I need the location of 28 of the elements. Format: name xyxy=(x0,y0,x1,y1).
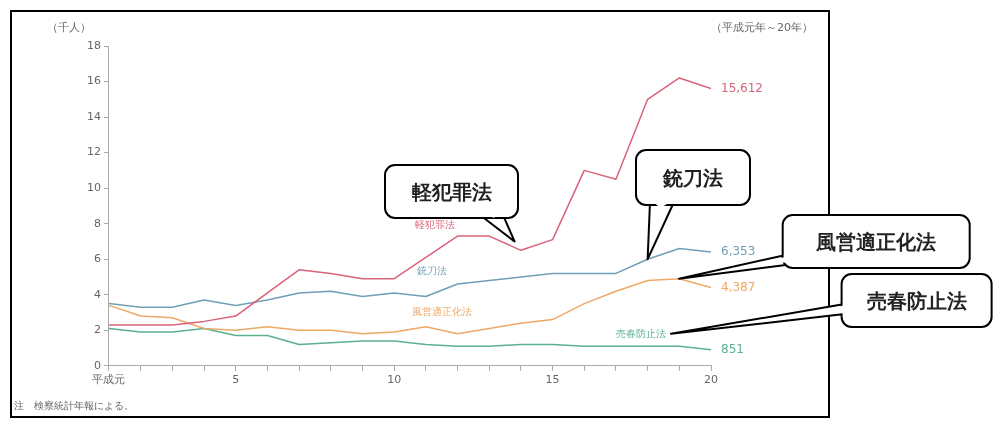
y-tick-label: 2 xyxy=(94,323,101,337)
y-tick-label: 16 xyxy=(87,74,101,88)
annotation: 軽犯罪法 xyxy=(410,179,492,204)
y-tick-label: 6 xyxy=(94,252,101,266)
annotation: 銃刀法 xyxy=(662,165,723,190)
x-tick-label: 10 xyxy=(387,373,402,387)
y-tick-label: 10 xyxy=(87,180,101,194)
y-tick-label: 0 xyxy=(94,358,101,372)
x-tick-label: 20 xyxy=(704,373,718,387)
text: 4,387 xyxy=(721,279,756,294)
series-label: 風営適正化法 xyxy=(411,306,472,318)
series-label: 売春防止法 xyxy=(616,328,667,340)
series-label: 銃刀法 xyxy=(417,265,448,277)
x-tick-label: 5 xyxy=(232,373,240,387)
y-tick-label: 4 xyxy=(94,287,101,301)
y-tick-label: 14 xyxy=(87,109,101,123)
text: 851 xyxy=(721,341,744,356)
x-tick-label: 15 xyxy=(545,373,560,387)
text: 注 検察統計年報による。 xyxy=(14,399,134,411)
text: 6,353 xyxy=(721,244,756,259)
y-tick-label: 12 xyxy=(87,145,101,159)
x-tick-label: 平成元 xyxy=(92,373,126,387)
text: （平成元年～20年） xyxy=(711,20,813,34)
y-tick-label: 8 xyxy=(94,216,101,230)
series-label: 軽犯罪法 xyxy=(415,219,456,231)
y-tick-label: 18 xyxy=(87,38,101,52)
y-axis-title: （千人） xyxy=(47,20,91,34)
text: 15,612 xyxy=(721,80,763,95)
